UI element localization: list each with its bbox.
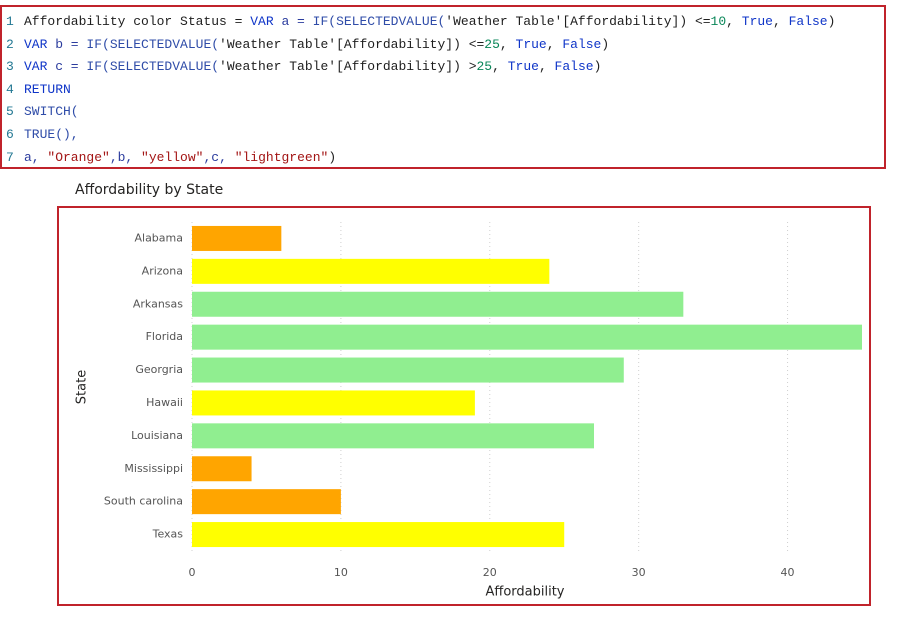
code-token: 'Weather Table'[Affordability]) <=	[445, 14, 711, 29]
x-tick-label: 10	[334, 566, 348, 579]
line-content: SWITCH(	[24, 101, 79, 124]
code-line: 5 SWITCH(	[2, 101, 884, 124]
code-token: TRUE(),	[24, 126, 79, 142]
code-line: 4 RETURN	[2, 79, 884, 102]
code-token: ,	[499, 36, 516, 52]
code-token: b =	[47, 36, 87, 52]
code-token: )	[593, 59, 602, 75]
code-token: 10	[710, 14, 727, 29]
line-number: 4	[6, 81, 14, 97]
code-token: 25	[476, 59, 493, 75]
bar	[192, 489, 341, 515]
y-tick-label: Alabama	[134, 231, 183, 244]
code-token: Affordability color Status =	[24, 14, 251, 29]
line-number: 1	[6, 14, 14, 29]
y-tick-label: Hawaii	[146, 396, 183, 409]
bar	[192, 423, 594, 449]
code-token: 'Weather Table'[Affordability]) >	[219, 59, 477, 75]
code-token: ,b,	[109, 149, 142, 165]
code-token: a,	[24, 149, 48, 165]
line-number: 7	[6, 149, 14, 165]
chart-title: Affordability by State	[75, 182, 223, 198]
bar	[192, 258, 550, 284]
y-tick-label: Mississippi	[124, 462, 183, 475]
code-token: VAR	[24, 36, 48, 52]
line-content: a, "Orange",b, "yellow",c, "lightgreen")	[24, 147, 336, 170]
y-tick-label: Texas	[152, 528, 184, 541]
y-tick-label: Arizona	[142, 264, 183, 277]
line-number: 3	[6, 59, 14, 75]
bar	[192, 456, 252, 482]
y-tick-label: Arkansas	[133, 297, 183, 310]
code-token: RETURN	[24, 81, 71, 97]
y-tick-label: South carolina	[104, 495, 183, 508]
code-line: 6 TRUE(),	[2, 124, 884, 147]
line-number: 2	[6, 36, 14, 52]
code-token: ,	[772, 14, 789, 29]
code-token: IF(SELECTEDVALUE(	[86, 59, 220, 75]
code-token: False	[788, 14, 828, 29]
code-token: "Orange"	[47, 149, 110, 165]
y-axis-title: State	[75, 370, 90, 404]
code-token: )	[328, 149, 337, 165]
code-line: 1 Affordability color Status = VAR a = IF…	[2, 11, 884, 34]
code-editor: 1 Affordability color Status = VAR a = IF…	[0, 5, 886, 169]
code-token: ,	[538, 59, 555, 75]
code-token: False	[562, 36, 602, 52]
code-token: True	[515, 36, 547, 52]
line-number: 5	[6, 104, 14, 120]
y-tick-label: Florida	[146, 330, 183, 343]
code-token: True	[507, 59, 539, 75]
code-token: False	[554, 59, 594, 75]
code-token: 'Weather Table'[Affordability]) <=	[219, 36, 485, 52]
x-axis-title: Affordability	[485, 585, 564, 600]
bar	[192, 225, 282, 251]
code-token: VAR	[250, 14, 274, 29]
y-tick-label: Louisiana	[131, 429, 183, 442]
line-content: RETURN	[24, 79, 71, 102]
line-content: VAR b = IF(SELECTEDVALUE('Weather Table'…	[24, 34, 609, 57]
code-token: a =	[273, 14, 313, 29]
code-token: "lightgreen"	[234, 149, 329, 165]
bar	[192, 291, 684, 317]
line-content: TRUE(),	[24, 124, 79, 147]
code-token: True	[741, 14, 773, 29]
code-token: )	[827, 14, 836, 29]
line-number: 6	[6, 126, 14, 142]
bar	[192, 390, 475, 416]
line-content: VAR c = IF(SELECTEDVALUE('Weather Table'…	[24, 56, 601, 79]
code-token: IF(SELECTEDVALUE(	[86, 36, 220, 52]
code-line: 2 VAR b = IF(SELECTEDVALUE('Weather Table…	[2, 34, 884, 57]
code-token: VAR	[24, 59, 48, 75]
x-tick-label: 40	[781, 566, 795, 579]
y-tick-label: Georgria	[135, 363, 183, 376]
code-line: 3 VAR c = IF(SELECTEDVALUE('Weather Table…	[2, 56, 884, 79]
code-token: ,	[726, 14, 742, 29]
code-token: 25	[484, 36, 500, 52]
highlight-border	[57, 206, 871, 606]
bar	[192, 324, 862, 350]
code-token: )	[601, 36, 610, 52]
code-token: ,c,	[203, 149, 235, 165]
code-token: ,	[546, 36, 563, 52]
code-token: "yellow"	[141, 149, 204, 165]
code-line: 7 a, "Orange",b, "yellow",c, "lightgreen"…	[2, 147, 884, 170]
code-token: IF(SELECTEDVALUE(	[312, 14, 446, 29]
bar	[192, 522, 565, 548]
x-tick-label: 0	[189, 566, 196, 579]
x-tick-label: 20	[483, 566, 497, 579]
line-content: Affordability color Status = VAR a = IF(…	[24, 11, 835, 34]
x-tick-label: 30	[632, 566, 646, 579]
code-token: ,	[492, 59, 508, 75]
code-token: c =	[47, 59, 87, 75]
code-token: SWITCH(	[24, 104, 79, 120]
bar	[192, 357, 624, 383]
